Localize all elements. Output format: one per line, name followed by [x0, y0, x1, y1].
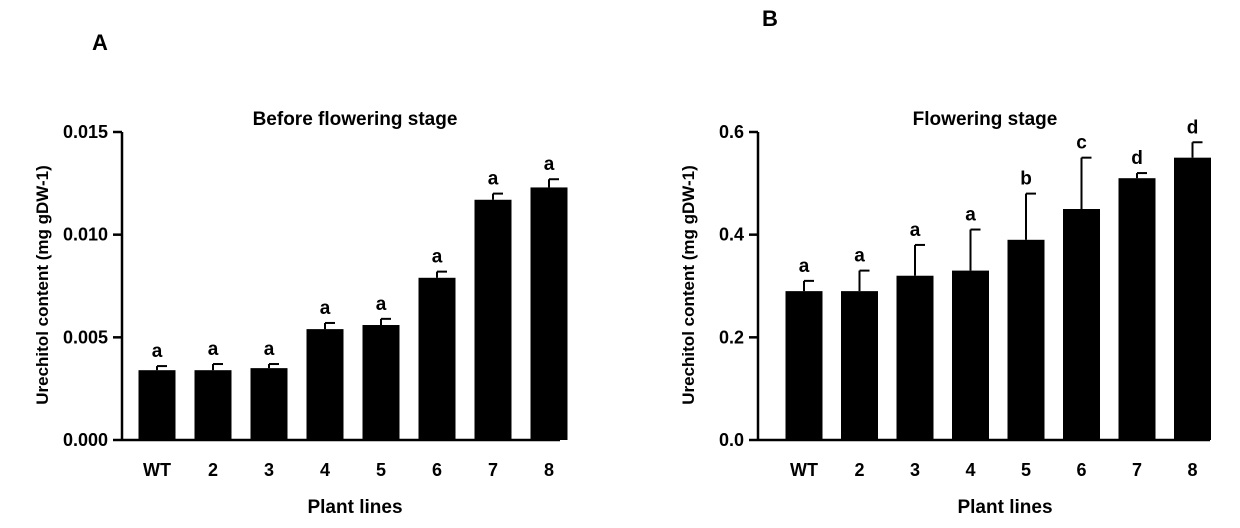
bar-3: [896, 275, 934, 440]
x-tick-label-WT: WT: [790, 460, 818, 480]
x-tick-label-4: 4: [320, 460, 330, 480]
x-tick-label-6: 6: [1076, 460, 1086, 480]
x-tick-label-8: 8: [1187, 460, 1197, 480]
chart-title: Flowering stage: [913, 109, 1058, 130]
bar-3: [250, 368, 288, 440]
y-tick-label: 0.005: [63, 327, 108, 347]
x-tick-label-2: 2: [854, 460, 864, 480]
y-tick-label: 0.6: [719, 122, 744, 142]
y-tick-label: 0.015: [63, 122, 108, 142]
x-axis-label: Plant lines: [307, 497, 402, 518]
y-axis-label: Urechitol content (mg gDW-1): [679, 165, 698, 405]
significance-label-5: a: [376, 294, 387, 315]
chart-flowering: Flowering stage 0.0 0.2 0.4 0.6 Urechitol con…: [679, 109, 1211, 518]
chart-title: Before flowering stage: [253, 109, 458, 130]
significance-label-4: a: [965, 205, 976, 226]
bar-4: [306, 329, 344, 440]
y-tick-label: 0.000: [63, 430, 108, 450]
significance-label-7: d: [1131, 148, 1143, 169]
x-tick-label-7: 7: [1132, 460, 1142, 480]
panel-letter-a: A: [92, 30, 108, 55]
panel-letter-b: B: [762, 6, 778, 31]
significance-label-5: b: [1020, 169, 1032, 190]
bar-4: [952, 270, 989, 440]
significance-label-4: a: [320, 298, 331, 319]
significance-label-3: a: [910, 220, 921, 241]
significance-label-8: d: [1187, 117, 1199, 138]
x-tick-label-8: 8: [544, 460, 554, 480]
bar-8: [530, 187, 568, 440]
significance-label-6: a: [432, 247, 443, 268]
x-tick-label-3: 3: [264, 460, 274, 480]
significance-label-8: a: [544, 154, 555, 175]
x-tick-label-2: 2: [208, 460, 218, 480]
bar-6: [418, 277, 456, 440]
y-axis-label: Urechitol content (mg gDW-1): [33, 165, 52, 405]
bar-7: [1118, 178, 1156, 440]
y-tick-label: 0.0: [719, 430, 744, 450]
bar-6: [1063, 209, 1100, 440]
x-tick-label-5: 5: [1021, 460, 1031, 480]
bar-2: [194, 370, 232, 440]
significance-label-WT: a: [799, 256, 810, 277]
x-tick-label-WT: WT: [143, 460, 171, 480]
significance-label-2: a: [854, 246, 865, 267]
significance-label-WT: a: [152, 341, 163, 362]
bar-7: [474, 199, 512, 440]
y-tick-label: 0.2: [719, 327, 744, 347]
x-axis-label: Plant lines: [957, 497, 1052, 518]
x-tick-label-3: 3: [910, 460, 920, 480]
significance-label-7: a: [488, 169, 499, 190]
y-tick-label: 0.010: [63, 225, 108, 245]
x-tick-label-4: 4: [965, 460, 975, 480]
bar-WT: [138, 370, 176, 440]
bar-2: [841, 291, 878, 440]
y-tick-label: 0.4: [719, 225, 744, 245]
x-tick-label-6: 6: [432, 460, 442, 480]
bar-WT: [785, 291, 823, 440]
x-tick-label-7: 7: [488, 460, 498, 480]
bar-8: [1174, 157, 1211, 440]
significance-label-3: a: [264, 339, 275, 360]
bar-5: [362, 325, 400, 440]
chart-before-flowering: Before flowering stage 0.000 0.005 0.010 0.0…: [33, 109, 568, 518]
significance-label-6: c: [1076, 133, 1087, 154]
bar-5: [1007, 239, 1045, 440]
x-tick-label-5: 5: [376, 460, 386, 480]
significance-label-2: a: [208, 339, 219, 360]
